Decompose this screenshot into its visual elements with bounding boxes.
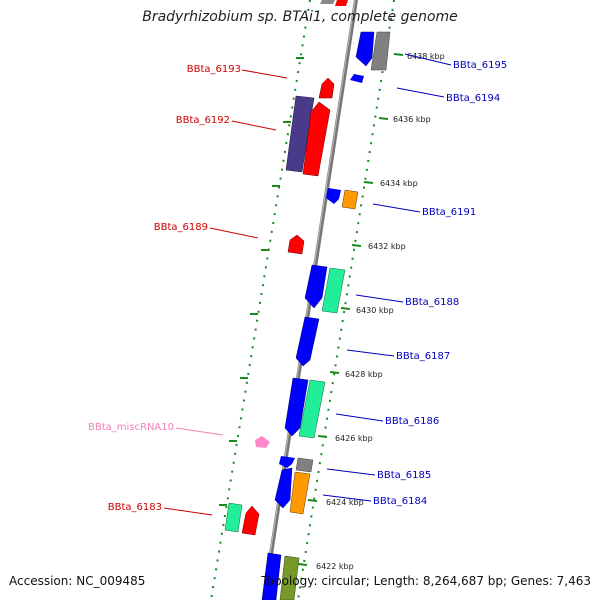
gene-label-6191[interactable]: BBta_6191 xyxy=(422,207,476,218)
gene-label-6188[interactable]: BBta_6188 xyxy=(405,297,459,308)
gene-label-6184[interactable]: BBta_6184 xyxy=(373,496,427,507)
scale-label-6438: 6438 kbp xyxy=(407,52,445,61)
gene-feature-6188-teal[interactable] xyxy=(321,267,346,314)
scale-label-6426: 6426 kbp xyxy=(335,434,373,443)
gene-feature-6187[interactable] xyxy=(295,316,320,367)
gene-feature-6188[interactable] xyxy=(304,264,328,309)
gene-feature-6192[interactable] xyxy=(302,101,331,177)
gene-feature-6189[interactable] xyxy=(287,234,305,255)
gene-feature-6183-teal[interactable] xyxy=(224,502,243,533)
scale-label-6432: 6432 kbp xyxy=(368,242,406,251)
gene-feature-6195-gray[interactable] xyxy=(370,31,391,71)
map-title: Bradyrhizobium sp. BTAi1, complete genom… xyxy=(142,9,458,25)
gene-feature-6183[interactable] xyxy=(241,505,260,536)
accession-label: Accession: NC_009485 xyxy=(9,574,146,588)
gene-feature-6184-blue[interactable] xyxy=(274,467,293,509)
gene-label-6185[interactable]: BBta_6185 xyxy=(377,470,431,481)
gene-feature-6186-teal[interactable] xyxy=(298,379,326,439)
gene-feature-6193[interactable] xyxy=(318,77,335,99)
gene-label-miscRNA10[interactable]: BBta_miscRNA10 xyxy=(88,422,174,433)
left-gene-labels: BBta_6193 BBta_6192 BBta_6189 BBta_miscR… xyxy=(88,64,288,516)
gene-feature-6195[interactable] xyxy=(355,31,375,67)
gene-label-6192[interactable]: BBta_6192 xyxy=(176,115,230,126)
gene-feature-6185-gray[interactable] xyxy=(295,457,314,473)
gene-feature-top-gray xyxy=(320,0,335,4)
gene-label-6183[interactable]: BBta_6183 xyxy=(108,502,162,513)
gene-feature-6194[interactable] xyxy=(350,74,364,83)
gene-feature-top-red xyxy=(335,0,348,6)
right-gene-labels: BBta_6195 BBta_6194 BBta_6191 BBta_6188 … xyxy=(322,53,507,507)
gene-label-6195[interactable]: BBta_6195 xyxy=(453,60,507,71)
scale-ticks xyxy=(297,53,404,566)
gene-label-6194[interactable]: BBta_6194 xyxy=(446,93,500,104)
gene-feature-6191[interactable] xyxy=(326,188,341,204)
gene-label-6187[interactable]: BBta_6187 xyxy=(396,351,450,362)
gene-feature-6191-orange[interactable] xyxy=(341,189,359,210)
scale-label-6424: 6424 kbp xyxy=(326,498,364,507)
scale-labels: 6438 kbp 6436 kbp 6434 kbp 6432 kbp 6430… xyxy=(316,52,445,571)
scale-label-6434: 6434 kbp xyxy=(380,179,418,188)
gene-feature-6184[interactable] xyxy=(289,471,311,515)
gene-label-6189[interactable]: BBta_6189 xyxy=(154,222,208,233)
gene-feature-miscRNA10[interactable] xyxy=(255,436,270,448)
scale-label-6422: 6422 kbp xyxy=(316,562,354,571)
gene-label-6186[interactable]: BBta_6186 xyxy=(385,416,439,427)
scale-label-6430: 6430 kbp xyxy=(356,306,394,315)
gene-features xyxy=(224,0,391,601)
gene-feature-6192-purple[interactable] xyxy=(285,95,315,173)
gene-label-6193[interactable]: BBta_6193 xyxy=(187,64,241,75)
gene-feature-6186[interactable] xyxy=(284,377,309,437)
inner-ticks xyxy=(219,57,304,506)
gene-feature-6185[interactable] xyxy=(279,456,295,468)
scale-label-6436: 6436 kbp xyxy=(393,115,431,124)
scale-label-6428: 6428 kbp xyxy=(345,370,383,379)
topology-label: Topology: circular; Length: 8,264,687 bp… xyxy=(261,574,591,588)
